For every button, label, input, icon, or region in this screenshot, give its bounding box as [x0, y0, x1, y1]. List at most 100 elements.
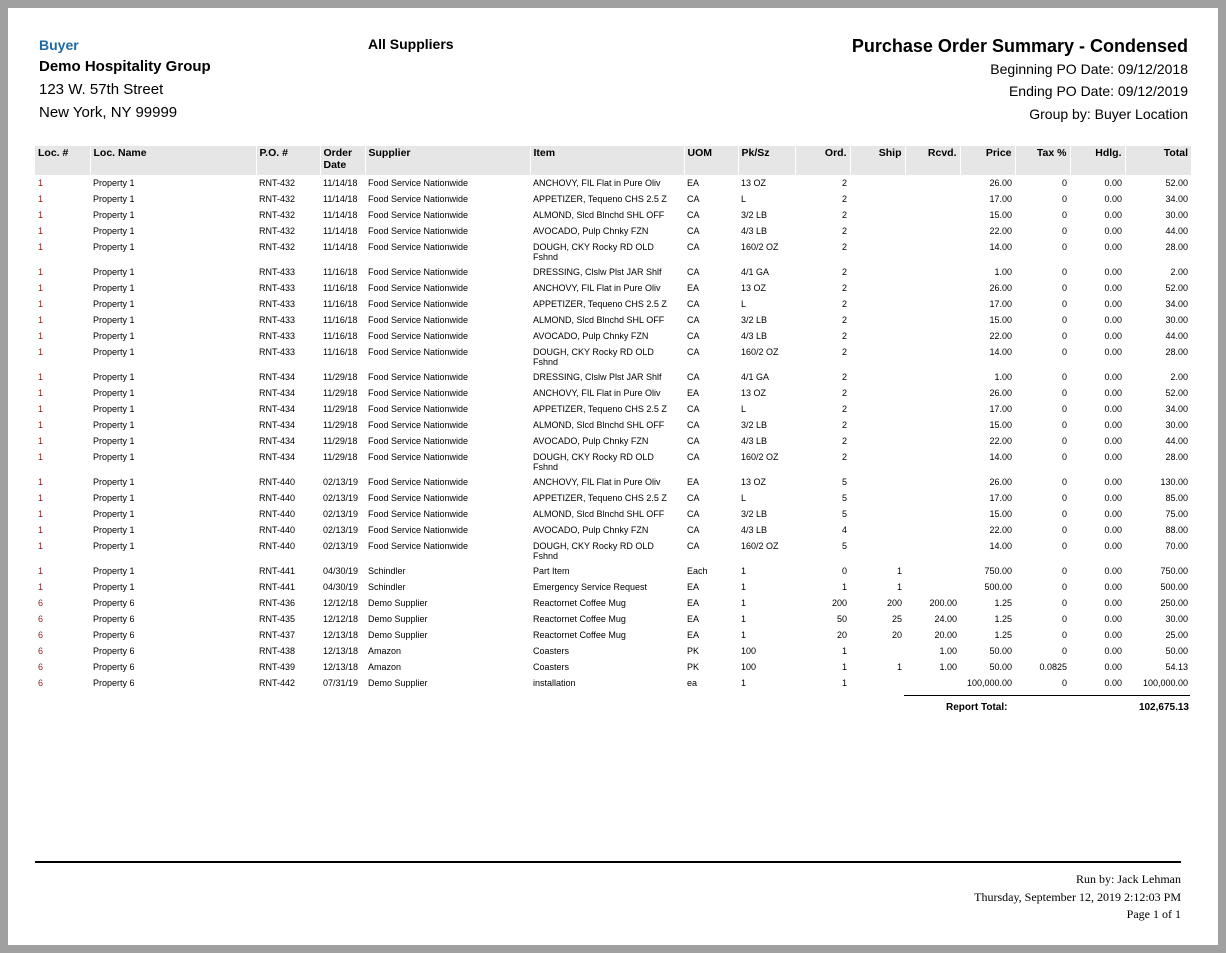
cell-handling: 0.00 — [1104, 283, 1122, 293]
cell-ordered: 5 — [841, 493, 847, 503]
cell-price: 50.00 — [989, 662, 1012, 672]
cell-loc-number: 6 — [38, 630, 44, 640]
cell-total: 30.00 — [1165, 315, 1188, 325]
cell-item: Part Item — [533, 566, 570, 576]
cell-total: 250.00 — [1160, 598, 1188, 608]
table-row: 1 Property 1 RNT-433 11/16/18 Food Service N… — [35, 344, 1191, 369]
cell-po-number: RNT-432 — [259, 242, 296, 252]
cell-ordered: 2 — [841, 436, 847, 446]
cell-pack-size: 160/2 OZ — [741, 541, 779, 551]
cell-handling: 0.00 — [1104, 678, 1122, 688]
cell-ordered: 200 — [831, 598, 847, 608]
cell-shipped — [850, 207, 905, 223]
cell-price: 22.00 — [989, 331, 1012, 341]
cell-tax: 0 — [1061, 541, 1067, 551]
cell-item: ANCHOVY, FIL Flat in Pure Oliv — [533, 178, 661, 188]
cell-loc-number: 1 — [38, 404, 44, 414]
table-row: 1 Property 1 RNT-432 11/14/18 Food Service N… — [35, 207, 1191, 223]
buyer-label: Buyer — [39, 37, 79, 53]
cell-uom: CA — [687, 194, 700, 204]
cell-supplier: Food Service Nationwide — [368, 493, 469, 503]
cell-order-date: 11/29/18 — [323, 436, 358, 446]
cell-total: 88.00 — [1165, 525, 1188, 535]
cell-item: ALMOND, Slcd Blnchd SHL OFF — [533, 315, 665, 325]
cell-received — [905, 296, 960, 312]
cell-tax: 0 — [1061, 194, 1067, 204]
cell-ordered: 2 — [841, 388, 847, 398]
column-header-shipped: Ship — [849, 146, 905, 175]
cell-loc-number: 1 — [38, 420, 44, 430]
cell-total: 500.00 — [1160, 582, 1188, 592]
cell-supplier: Schindler — [368, 582, 406, 592]
cell-price: 500.00 — [984, 582, 1012, 592]
cell-po-number: RNT-433 — [259, 283, 296, 293]
cell-order-date: 11/16/18 — [323, 299, 358, 309]
cell-price: 1.25 — [994, 630, 1012, 640]
cell-shipped — [850, 280, 905, 296]
cell-shipped — [850, 449, 905, 474]
cell-order-date: 11/16/18 — [323, 331, 358, 341]
cell-uom: CA — [687, 420, 700, 430]
cell-po-number: RNT-433 — [259, 347, 296, 357]
cell-total: 28.00 — [1165, 242, 1188, 252]
cell-shipped — [850, 385, 905, 401]
cell-po-number: RNT-440 — [259, 493, 296, 503]
address-line-1: 123 W. 57th Street — [39, 81, 164, 98]
cell-pack-size: 4/3 LB — [741, 226, 768, 236]
cell-uom: EA — [687, 283, 700, 293]
cell-po-number: RNT-438 — [259, 646, 296, 656]
report-title: Purchase Order Summary - Condensed — [851, 36, 1188, 56]
cell-price: 750.00 — [984, 566, 1012, 576]
cell-order-date: 11/16/18 — [323, 347, 358, 357]
table-row: 1 Property 1 RNT-432 11/14/18 Food Service N… — [35, 239, 1191, 264]
cell-received — [905, 449, 960, 474]
beginning-po-date: Beginning PO Date: 09/12/2018 — [990, 61, 1188, 77]
cell-received: 1.00 — [939, 646, 957, 656]
cell-price: 15.00 — [989, 210, 1012, 220]
table-row: 1 Property 1 RNT-440 02/13/19 Food Service N… — [35, 538, 1191, 563]
cell-order-date: 11/29/18 — [323, 452, 358, 462]
cell-total: 2.00 — [1170, 267, 1188, 277]
cell-pack-size: 13 OZ — [741, 388, 767, 398]
cell-shipped — [850, 643, 905, 659]
cell-item: DOUGH, CKY Rocky RD OLD Fshnd — [533, 347, 654, 367]
cell-item: installation — [533, 678, 576, 688]
cell-total: 750.00 — [1160, 566, 1188, 576]
table-row: 1 Property 1 RNT-432 11/14/18 Food Service N… — [35, 223, 1191, 239]
cell-received — [905, 385, 960, 401]
cell-shipped — [850, 312, 905, 328]
cell-handling: 0.00 — [1104, 267, 1122, 277]
cell-shipped: 1 — [896, 662, 902, 672]
cell-item: ANCHOVY, FIL Flat in Pure Oliv — [533, 283, 661, 293]
cell-pack-size: 1 — [741, 582, 747, 592]
cell-price: 22.00 — [989, 525, 1012, 535]
cell-po-number: RNT-433 — [259, 299, 296, 309]
cell-order-date: 11/14/18 — [323, 242, 358, 252]
cell-tax: 0 — [1061, 493, 1067, 503]
cell-loc-number: 1 — [38, 331, 44, 341]
cell-tax: 0 — [1061, 315, 1067, 325]
cell-item: ALMOND, Slcd Blnchd SHL OFF — [533, 509, 665, 519]
cell-tax: 0 — [1061, 372, 1067, 382]
ending-po-date: Ending PO Date: 09/12/2019 — [1008, 83, 1188, 99]
cell-po-number: RNT-434 — [259, 452, 296, 462]
cell-pack-size: 160/2 OZ — [741, 347, 779, 357]
cell-handling: 0.00 — [1104, 226, 1122, 236]
cell-supplier: Food Service Nationwide — [368, 299, 469, 309]
cell-loc-name: Property 1 — [93, 566, 135, 576]
cell-total: 75.00 — [1165, 509, 1188, 519]
cell-pack-size: 13 OZ — [741, 477, 767, 487]
table-row: 1 Property 1 RNT-440 02/13/19 Food Service N… — [35, 506, 1191, 522]
table-row: 6 Property 6 RNT-435 12/12/18 Demo Supplier R… — [35, 611, 1191, 627]
cell-total: 54.13 — [1165, 662, 1188, 672]
cell-handling: 0.00 — [1104, 477, 1122, 487]
cell-loc-name: Property 1 — [93, 372, 135, 382]
cell-ordered: 5 — [841, 477, 847, 487]
column-header-received: Rcvd. — [904, 146, 960, 175]
cell-item: APPETIZER, Tequeno CHS 2.5 Z — [533, 493, 667, 503]
cell-order-date: 04/30/19 — [323, 566, 359, 576]
cell-uom: EA — [687, 630, 700, 640]
cell-po-number: RNT-436 — [259, 598, 296, 608]
cell-loc-name: Property 1 — [93, 525, 135, 535]
cell-order-date: 11/16/18 — [323, 315, 358, 325]
